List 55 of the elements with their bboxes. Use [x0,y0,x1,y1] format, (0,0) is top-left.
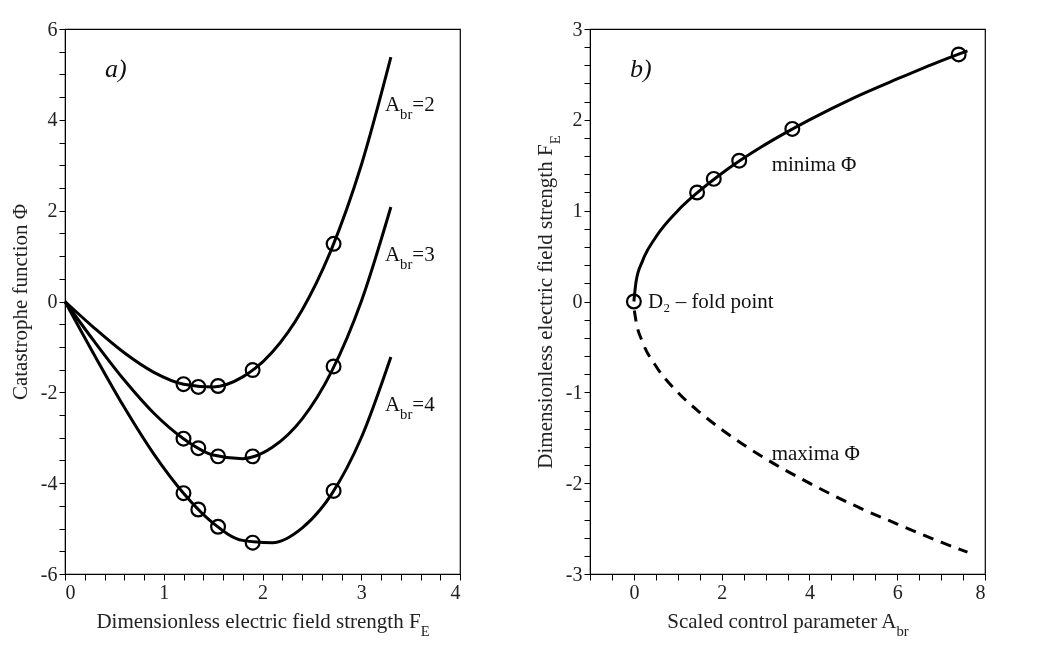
annotation: D₂ – fold point [647,288,774,313]
annotation: maxima Φ [771,441,860,466]
x-tick-label: 1 [159,580,170,603]
point [325,358,342,375]
y-tick-label: -1 [565,380,583,403]
y-tick-label: 3 [572,17,583,40]
series-label: A$_{br}$=4 [384,391,436,422]
y-tick-label: 2 [47,199,58,222]
point [731,152,748,169]
x-tick-label: 3 [356,580,367,603]
point [325,482,342,499]
x-tick-label: 0 [65,580,76,603]
y-tick-label: 4 [47,108,58,131]
point [175,376,192,393]
x-tick-label: 2 [717,580,728,603]
point [244,362,261,379]
y-tick-label: -4 [40,471,58,494]
x-tick-label: 8 [975,580,986,603]
point [705,170,722,187]
y-tick-label: -2 [40,380,58,403]
x-axis-title: Dimensionless electric field strength F$_{E}$ [96,608,430,639]
text: a) [105,54,127,83]
point [190,378,207,395]
point [210,448,227,465]
y-axis-title: Catastrophe function Φ [7,203,32,401]
point [689,184,706,201]
y-tick-label: 0 [572,290,583,312]
point [210,378,227,394]
x-tick-label: 2 [258,580,268,603]
point [244,534,261,551]
point [190,501,207,518]
x-tick-label: 0 [629,580,640,603]
point [210,518,227,535]
y-tick-label: -2 [565,471,583,494]
series-label: A$_{br}$=2 [384,92,435,123]
y-tick-label: -6 [40,562,58,585]
text: b) [630,54,652,83]
point [625,293,642,310]
point [175,485,192,502]
x-tick-label: 6 [892,580,903,603]
point [244,448,261,465]
point [784,120,801,137]
point [190,440,207,457]
point [325,235,342,252]
y-tick-label: 6 [47,17,58,40]
y-tick-label: 1 [572,199,583,222]
y-tick-label: 0 [47,290,58,312]
x-tick-label: 4 [450,580,461,603]
x-axis-title: Scaled control parameter A$_{br}$ [667,608,909,639]
annotation: minima Φ [771,152,857,177]
series-label: A$_{br}$=3 [384,242,435,273]
point [175,430,192,447]
y-tick-label: 2 [572,108,583,131]
y-tick-label: -3 [565,562,583,585]
x-tick-label: 4 [804,580,815,603]
